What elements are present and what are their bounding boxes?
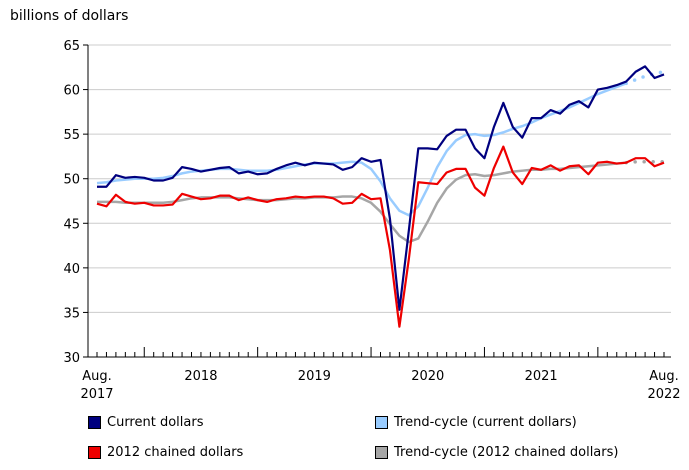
x-tick-sublabel: 2017: [80, 387, 113, 402]
y-tick-label: 65: [63, 39, 80, 54]
legend-item-current-dollars: Current dollars: [88, 415, 203, 430]
legend-item-chained-dollars: 2012 chained dollars: [88, 445, 243, 460]
legend-swatch-current-dollars: [88, 416, 101, 429]
legend-swatch-chained-dollars: [88, 446, 101, 459]
x-tick-label: 2019: [298, 369, 331, 384]
x-tick-label: 2021: [525, 369, 558, 384]
legend-item-trend-chained: Trend-cycle (2012 chained dollars): [375, 445, 618, 460]
legend-item-trend-current: Trend-cycle (current dollars): [375, 415, 577, 430]
x-tick-label: 2020: [411, 369, 444, 384]
y-tick-label: 60: [63, 84, 80, 99]
legend-swatch-trend-current: [375, 416, 388, 429]
x-tick-label: Aug.: [649, 369, 679, 384]
series-line-2012-chained-dollars: [96, 145, 665, 328]
y-tick-label: 40: [63, 262, 80, 277]
series-line-trend-cycle-current-dollars: [96, 82, 627, 217]
legend-label-trend-chained: Trend-cycle (2012 chained dollars): [394, 445, 619, 460]
series-line-current-dollars: [97, 65, 665, 311]
y-axis-label: billions of dollars: [10, 8, 128, 24]
y-tick-label: 50: [63, 173, 80, 188]
legend-label-current-dollars: Current dollars: [107, 415, 204, 430]
series-lines: [96, 65, 666, 328]
y-tick-label: 55: [63, 128, 80, 143]
legend-swatch-trend-chained: [375, 446, 388, 459]
tick-labels: 30 35 40 45 50 55 60 65 Aug. 2017 2018 2019 2020 2021…: [63, 39, 680, 402]
grid-lines: [88, 44, 671, 313]
y-tick-label: 30: [63, 351, 80, 366]
series-line-trend-cycle-2012-chained-dollars-projection: [624, 160, 666, 165]
axes: [83, 44, 671, 358]
x-tick-sublabel: 2022: [647, 387, 680, 402]
legend-label-trend-current: Trend-cycle (current dollars): [394, 415, 577, 430]
legend-label-chained-dollars: 2012 chained dollars: [107, 445, 244, 460]
y-tick-label: 45: [63, 217, 80, 232]
x-tick-label: 2018: [184, 369, 217, 384]
y-tick-label: 35: [63, 306, 80, 321]
x-tick-label: Aug.: [82, 369, 112, 384]
